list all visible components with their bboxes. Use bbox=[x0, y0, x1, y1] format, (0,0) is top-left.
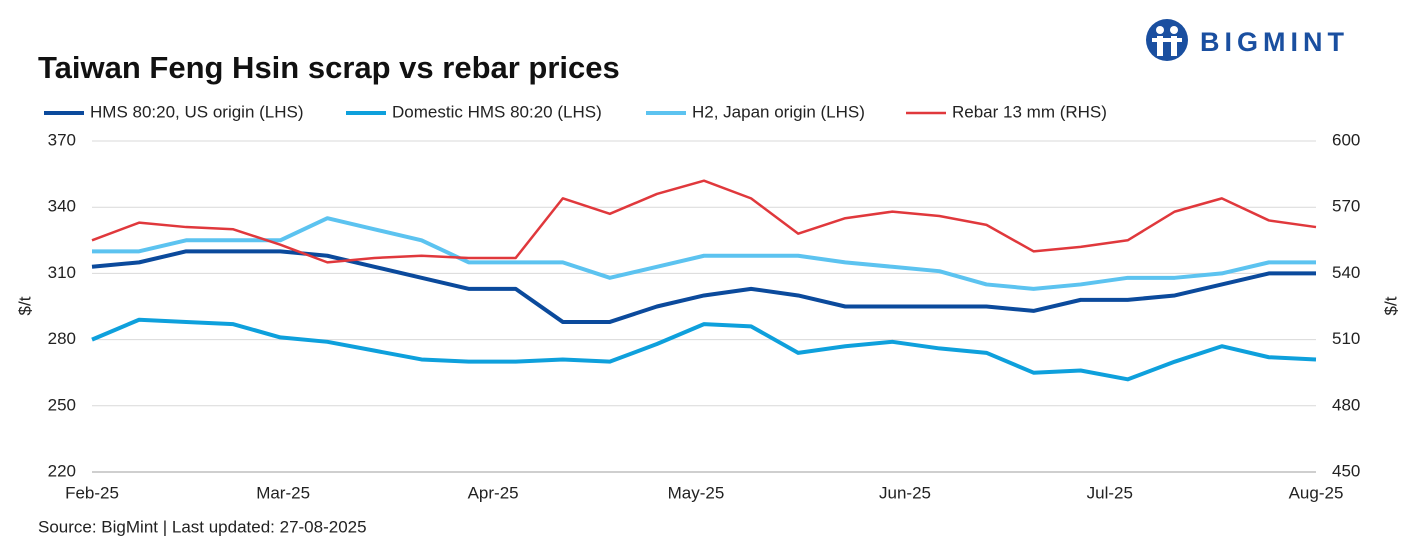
y2-tick-label: 540 bbox=[1332, 263, 1360, 282]
y-tick-label: 340 bbox=[48, 197, 76, 216]
y2-tick-label: 570 bbox=[1332, 197, 1360, 216]
x-tick-label: Jun-25 bbox=[879, 483, 931, 502]
x-tick-label: Feb-25 bbox=[65, 483, 119, 502]
x-tick-label: Jul-25 bbox=[1087, 483, 1133, 502]
legend-label: HMS 80:20, US origin (LHS) bbox=[90, 102, 304, 121]
chart-title: Taiwan Feng Hsin scrap vs rebar prices bbox=[38, 50, 620, 85]
brand-logo bbox=[1146, 19, 1188, 61]
legend-label: H2, Japan origin (LHS) bbox=[692, 102, 865, 121]
y2-tick-label: 480 bbox=[1332, 395, 1360, 414]
y-axis-label: $/t bbox=[15, 296, 34, 315]
y-tick-label: 280 bbox=[48, 329, 76, 348]
y-tick-label: 220 bbox=[48, 461, 76, 480]
y-tick-label: 250 bbox=[48, 395, 76, 414]
series-line bbox=[91, 317, 1317, 382]
y2-axis-label: $/t bbox=[1381, 296, 1400, 315]
y2-tick-label: 450 bbox=[1332, 461, 1360, 480]
source-note: Source: BigMint | Last updated: 27-08-20… bbox=[38, 517, 367, 536]
y2-tick-label: 600 bbox=[1332, 130, 1360, 149]
series-line bbox=[92, 216, 1316, 291]
brand-name: BIGMINT bbox=[1200, 27, 1349, 57]
legend-label: Rebar 13 mm (RHS) bbox=[952, 102, 1107, 121]
series-line bbox=[91, 249, 1316, 324]
legend-label: Domestic HMS 80:20 (LHS) bbox=[392, 102, 602, 121]
y-tick-label: 310 bbox=[48, 263, 76, 282]
y2-tick-label: 510 bbox=[1332, 329, 1360, 348]
series-line bbox=[91, 179, 1317, 264]
x-tick-label: Aug-25 bbox=[1289, 483, 1344, 502]
x-tick-label: Mar-25 bbox=[256, 483, 310, 502]
y-tick-label: 370 bbox=[48, 130, 76, 149]
x-tick-label: Apr-25 bbox=[468, 483, 519, 502]
x-tick-label: May-25 bbox=[668, 483, 725, 502]
